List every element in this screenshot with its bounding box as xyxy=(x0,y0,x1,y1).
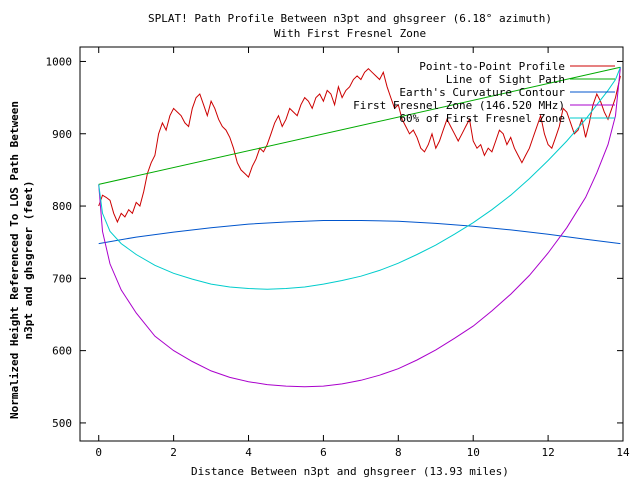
y-tick-label: 700 xyxy=(52,272,72,285)
x-tick-label: 12 xyxy=(541,446,554,459)
series-line-4 xyxy=(98,67,621,388)
y-tick-label: 600 xyxy=(52,345,72,358)
y-tick-label: 800 xyxy=(52,200,72,213)
series-line-5 xyxy=(98,67,621,290)
x-tick-label: 2 xyxy=(170,446,177,459)
series-group xyxy=(98,66,621,388)
legend-label: Earth's Curvature Contour xyxy=(399,86,565,99)
series-line-2 xyxy=(98,66,621,185)
y-tick-label: 900 xyxy=(52,128,72,141)
legend-label: Point-to-Point Profile xyxy=(419,60,565,73)
chart-subtitle: With First Fresnel Zone xyxy=(274,27,426,40)
x-tick-label: 10 xyxy=(467,446,480,459)
y-axis-label: Normalized Height Referenced To LOS Path… xyxy=(8,101,21,419)
axis-ticks: 0 2 4 6 8 10 12 14 500 600 700 800 900 1000 xyxy=(46,47,630,459)
y-tick-label: 500 xyxy=(52,417,72,430)
legend-label: 60% of First Fresnel Zone xyxy=(399,112,565,125)
legend-label: Line of Sight Path xyxy=(446,73,565,86)
y-tick-label: 1000 xyxy=(46,55,73,68)
x-axis-label: Distance Between n3pt and ghsgreer (13.9… xyxy=(191,465,509,478)
x-tick-label: 6 xyxy=(320,446,327,459)
x-tick-label: 4 xyxy=(245,446,252,459)
legend-label: First Fresnel Zone (146.520 MHz) xyxy=(353,99,565,112)
series-line-3 xyxy=(98,220,621,245)
series-line-1 xyxy=(98,68,621,224)
plot-frame xyxy=(79,46,624,442)
x-tick-label: 8 xyxy=(395,446,402,459)
y-axis-label-line2: n3pt and ghsgreer (feet) xyxy=(22,181,35,340)
x-tick-label: 0 xyxy=(95,446,102,459)
x-tick-label: 14 xyxy=(616,446,630,459)
chart-title: SPLAT! Path Profile Between n3pt and ghs… xyxy=(148,12,552,25)
